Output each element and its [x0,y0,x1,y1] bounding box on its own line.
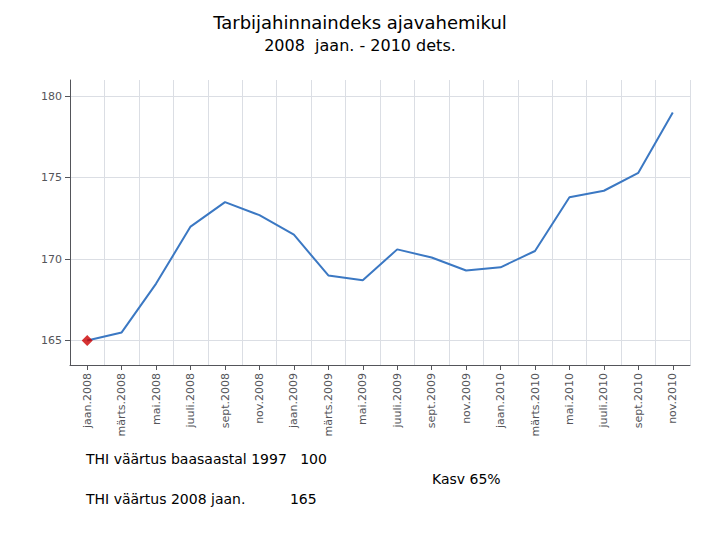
svg-text:180: 180 [41,90,62,103]
svg-text:165: 165 [41,334,62,347]
svg-text:sept.2008: sept.2008 [219,373,232,428]
svg-text:sept.2010: sept.2010 [632,373,645,428]
svg-text:THI väärtus baasaastal 1997: THI väärtus baasaastal 1997 100 [85,451,327,467]
svg-text:jaan.2010: jaan.2010 [494,373,507,429]
svg-text:jaan.2009: jaan.2009 [287,373,300,429]
svg-text:mai.2010: mai.2010 [563,373,576,425]
svg-text:nov.2009: nov.2009 [460,373,473,424]
svg-text:Tarbijahinnaindeks ajavahemiku: Tarbijahinnaindeks ajavahemikul [212,12,507,33]
svg-text:märts.2009: märts.2009 [322,373,335,437]
svg-text:jaan.2008: jaan.2008 [81,373,94,429]
svg-text:märts.2008: märts.2008 [115,373,128,437]
svg-text:nov.2010: nov.2010 [666,373,679,424]
svg-text:Kasv 65%: Kasv 65% [432,471,501,487]
svg-text:175: 175 [41,171,62,184]
svg-text:mai.2009: mai.2009 [356,373,369,425]
svg-text:THI väärtus 2008 jaan.: THI väärtus 2008 jaan. 165 [85,491,317,507]
svg-text:sept.2009: sept.2009 [425,373,438,428]
svg-text:170: 170 [41,253,62,266]
svg-text:juuli.2009: juuli.2009 [391,373,404,429]
svg-text:nov.2008: nov.2008 [253,373,266,424]
svg-text:mai.2008: mai.2008 [150,373,163,425]
svg-text:2008 jaan. - 2010 dets.: 2008 jaan. - 2010 dets. [264,36,456,55]
svg-text:märts.2010: märts.2010 [529,373,542,437]
svg-text:juuli.2010: juuli.2010 [597,373,610,429]
svg-text:juuli.2008: juuli.2008 [184,373,197,429]
